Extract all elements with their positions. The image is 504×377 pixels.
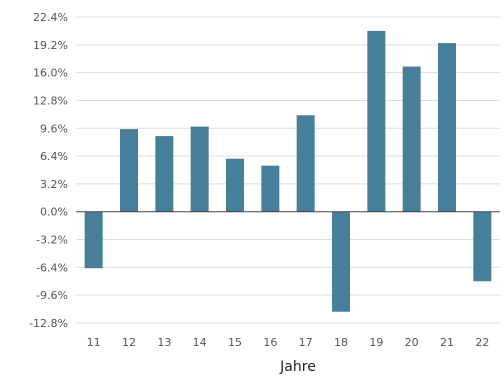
bar — [332, 211, 350, 312]
x-tick-label: 16 — [263, 336, 277, 349]
y-tick-label: 19.2% — [33, 39, 68, 52]
x-tick-label: 21 — [440, 336, 454, 349]
x-tick-label: 13 — [157, 336, 171, 349]
x-axis-title: Jahre — [279, 359, 316, 375]
y-tick-label: 6.4% — [40, 150, 68, 163]
y-tick-label: -9.6% — [36, 289, 68, 302]
bar — [84, 211, 103, 269]
bar — [226, 158, 244, 212]
y-tick-label: 22.4% — [33, 11, 68, 24]
bar — [155, 136, 174, 212]
y-tick-label: 3.2% — [40, 178, 68, 191]
x-tick-label: 11 — [87, 336, 101, 349]
x-tick-label: 19 — [369, 336, 383, 349]
y-tick-label: 0.0% — [40, 206, 68, 219]
bar — [473, 211, 492, 282]
bar — [120, 129, 138, 212]
x-tick-label: 17 — [299, 336, 313, 349]
bars — [84, 30, 492, 312]
x-tick-label: 15 — [228, 336, 242, 349]
x-tick-label: 20 — [405, 336, 419, 349]
bar — [261, 165, 280, 212]
bar — [367, 30, 386, 212]
bar — [402, 66, 421, 212]
bar — [296, 115, 315, 212]
y-tick-label: -6.4% — [36, 261, 68, 274]
x-tick-label: 14 — [193, 336, 207, 349]
grid-lines — [76, 16, 500, 324]
x-tick-label: 12 — [122, 336, 136, 349]
y-tick-label: -3.2% — [36, 234, 68, 247]
bar — [438, 43, 456, 212]
y-tick-label: -12.8% — [29, 317, 68, 330]
y-tick-label: 9.6% — [40, 122, 68, 135]
y-tick-label: 12.8% — [33, 94, 68, 107]
y-tick-label: 16.0% — [33, 67, 68, 80]
x-tick-label: 22 — [475, 336, 489, 349]
x-tick-label: 18 — [334, 336, 348, 349]
y-axis-ticks: 22.4% 19.2% 16.0% 12.8% 9.6% 6.4% 3.2% 0.0% -3.2… — [29, 11, 68, 330]
bar — [190, 126, 209, 212]
x-axis-ticks: 11 12 13 14 15 16 17 18 19 20 21 22 — [87, 336, 490, 349]
